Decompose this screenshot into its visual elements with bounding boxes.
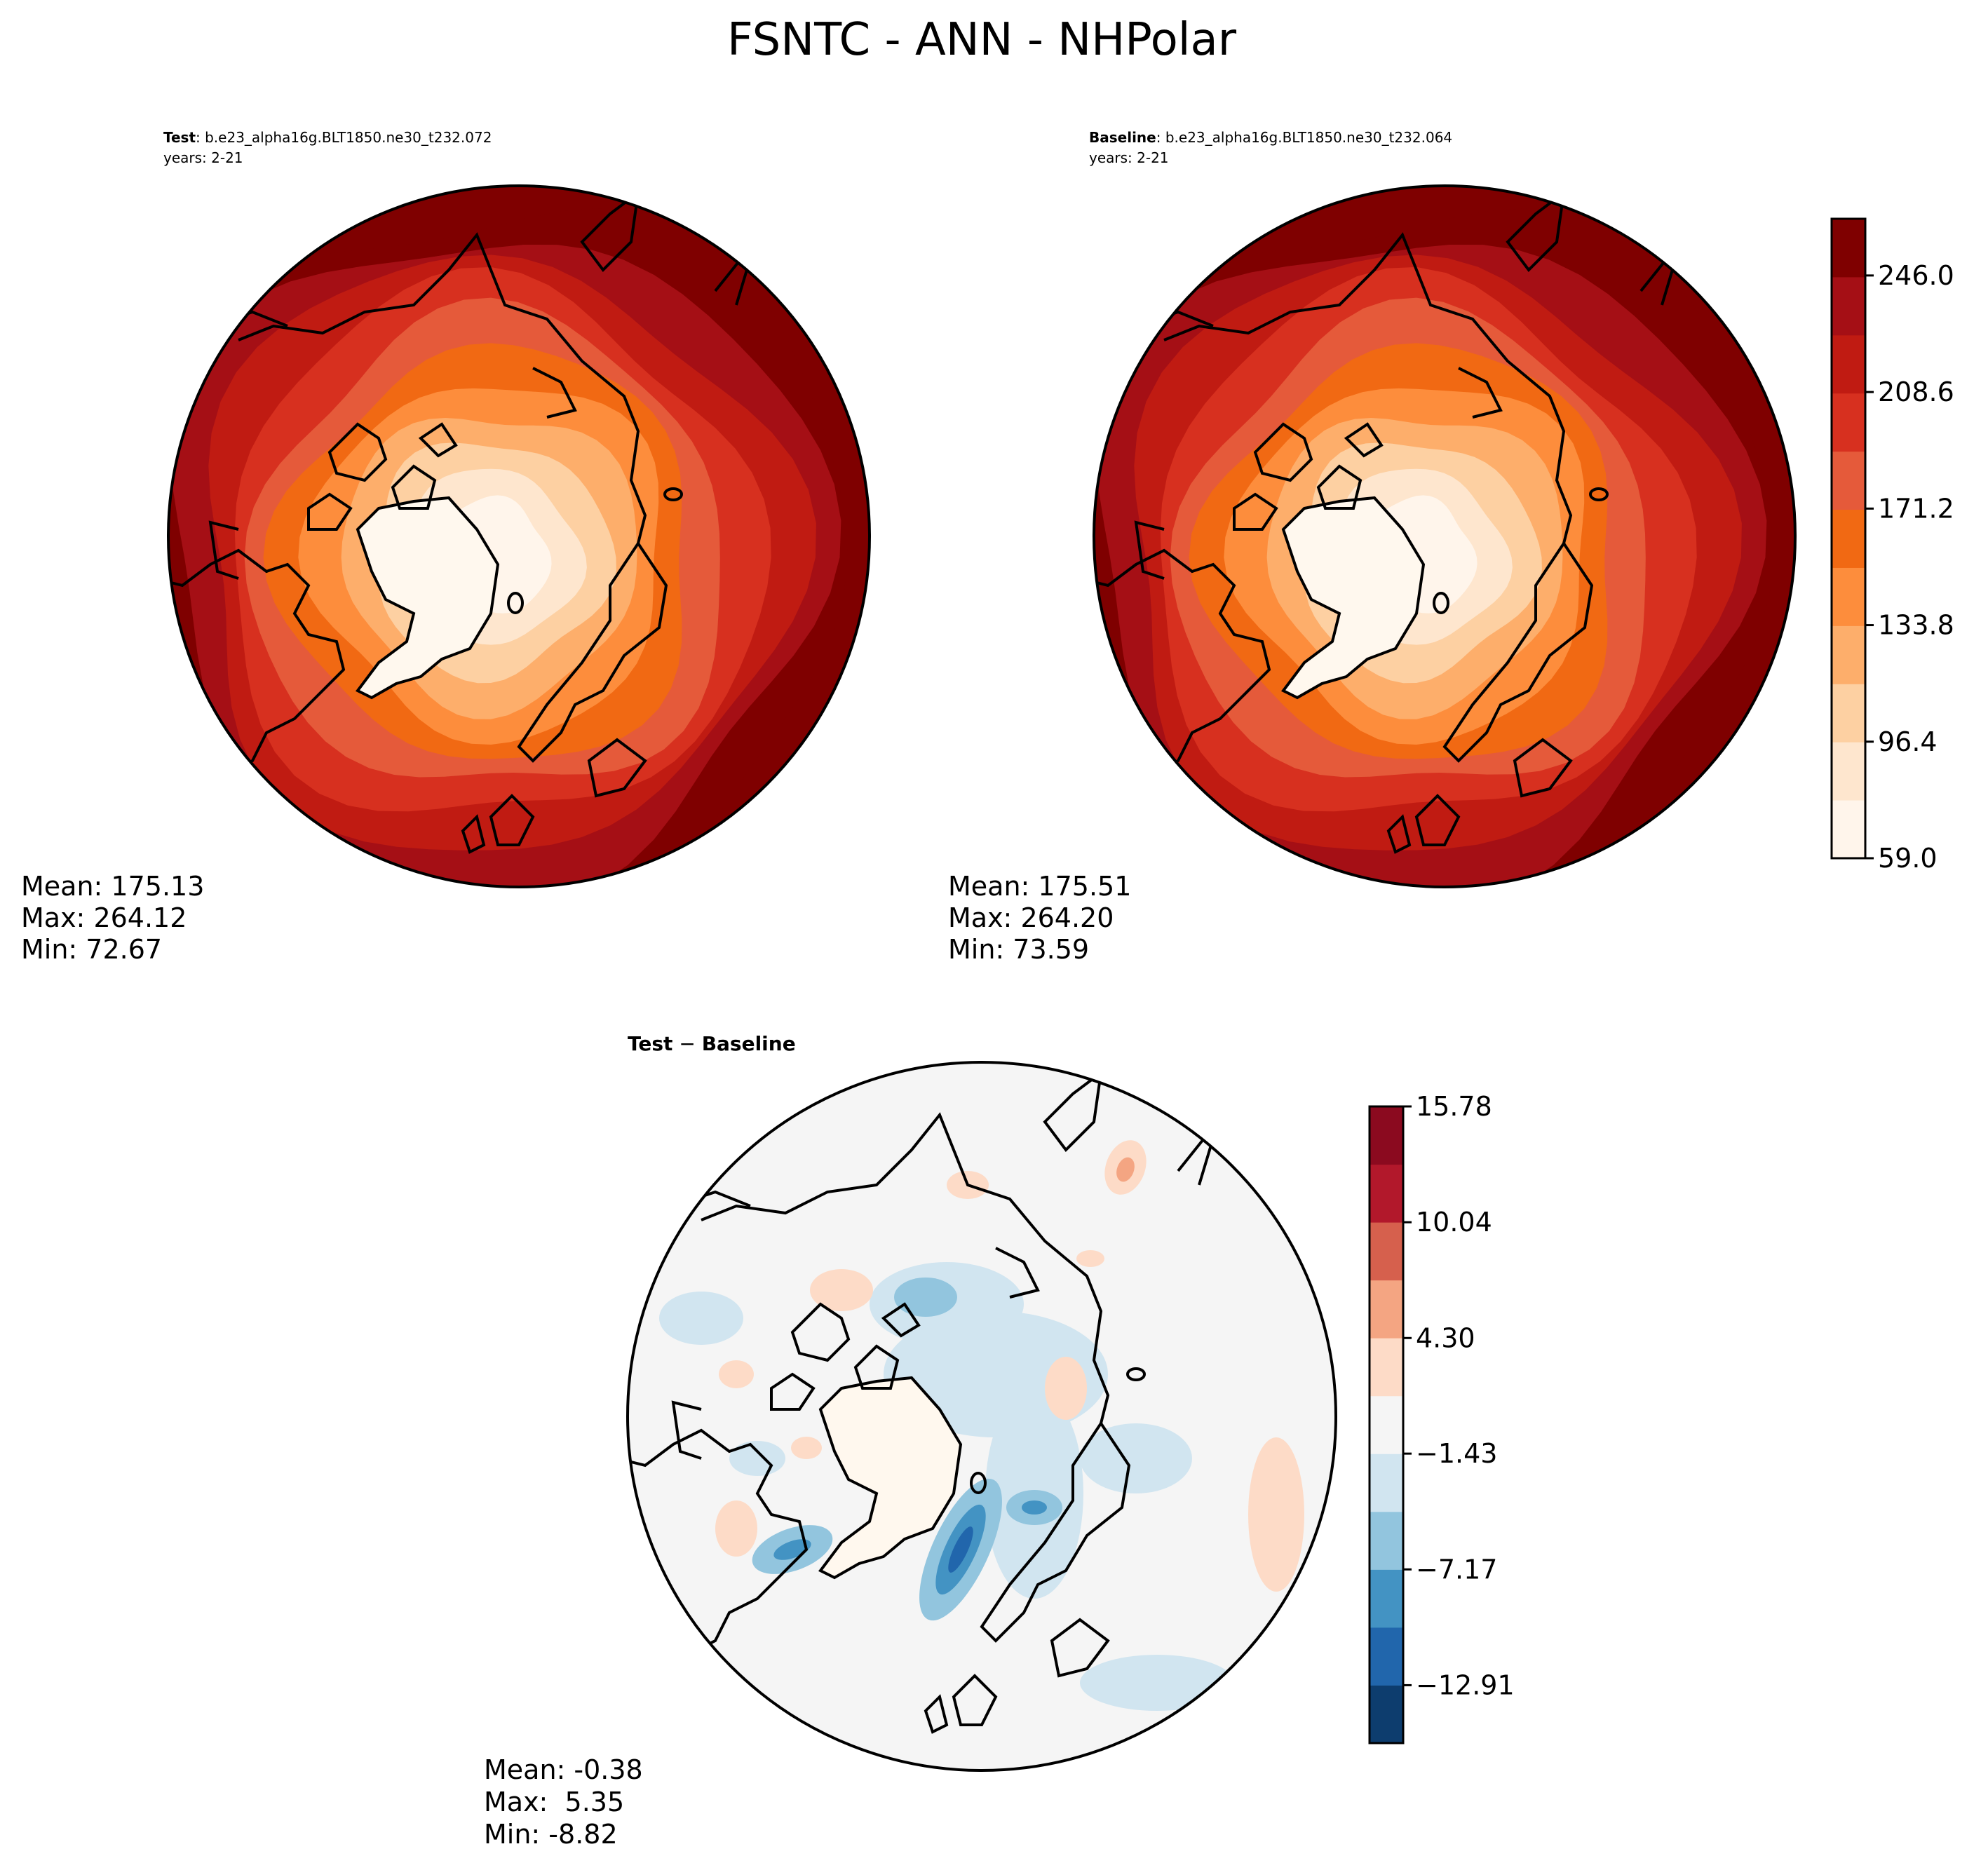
baseline-min: Min: 73.59 <box>948 934 1089 965</box>
test-mean: Mean: 175.13 <box>21 871 204 902</box>
map-test <box>168 186 870 887</box>
field-test <box>168 186 870 887</box>
test-years: years: 2-21 <box>163 149 243 166</box>
colorbar-segment <box>1832 800 1865 859</box>
baseline-case: : b.e23_alpha16g.BLT1850.ne30_t232.064 <box>1156 129 1452 146</box>
colorbar-segment <box>1832 334 1865 394</box>
test-case: : b.e23_alpha16g.BLT1850.ne30_t232.072 <box>196 129 492 146</box>
map-difference <box>628 1062 1336 1770</box>
diff-title-baseline: Baseline <box>702 1032 796 1055</box>
colorbar-segment <box>1832 276 1865 336</box>
colorbar-tick-label: 59.0 <box>1878 843 1938 874</box>
colorbar-segment <box>1832 567 1865 626</box>
svg-text:Test − Baseline: Test − Baseline <box>628 1032 796 1055</box>
colorbar-tick-label: 10.04 <box>1416 1207 1492 1238</box>
map-boundary-baseline <box>1093 184 1797 888</box>
colorbar-segment <box>1832 393 1865 452</box>
colorbar-segment <box>1370 1454 1403 1512</box>
colorbar-segment <box>1832 219 1865 278</box>
colorbar-tick-label: −1.43 <box>1416 1438 1497 1469</box>
field-baseline <box>1094 186 1795 887</box>
diff-mean: Mean: -0.38 <box>484 1754 643 1785</box>
colorbar-tick-label: 208.6 <box>1878 377 1954 407</box>
panel-baseline: Baseline: b.e23_alpha16g.BLT1850.ne30_t2… <box>948 129 1954 965</box>
svg-text:Baseline: b.e23_alpha16g.BLT18: Baseline: b.e23_alpha16g.BLT1850.ne30_t2… <box>1089 129 1452 146</box>
colorbar-segment <box>1370 1222 1403 1281</box>
map-baseline <box>1094 186 1795 887</box>
colorbar-segment <box>1370 1280 1403 1339</box>
diff-min: Min: -8.82 <box>484 1819 618 1850</box>
colorbar-tick-label: −7.17 <box>1416 1554 1497 1585</box>
test-min: Min: 72.67 <box>21 934 162 965</box>
field-difference <box>659 1140 1304 1711</box>
panel-difference: Test − Baseline <box>484 1032 1515 1850</box>
diff-title-sep: − <box>672 1032 701 1055</box>
colorbar-frame <box>1368 1105 1405 1744</box>
colorbar-tick-label: 96.4 <box>1878 726 1938 757</box>
baseline-mean: Mean: 175.51 <box>948 871 1131 902</box>
colorbar-segment <box>1832 742 1865 801</box>
colorbar-segment <box>1832 509 1865 568</box>
colorbar-segment <box>1832 684 1865 743</box>
baseline-label: Baseline <box>1089 129 1156 146</box>
colorbar-segment <box>1370 1569 1403 1628</box>
colorbar-segment <box>1370 1685 1403 1744</box>
colorbar-segment <box>1832 451 1865 510</box>
map-boundary-difference <box>626 1061 1337 1772</box>
colorbar-segment <box>1370 1164 1403 1223</box>
colorbar-difference: −12.91 −7.17 −1.43 4.30 10.04 15.78 <box>1368 1091 1515 1744</box>
test-max: Max: 264.12 <box>21 902 187 933</box>
figure-title: FSNTC - ANN - NHPolar <box>727 14 1237 66</box>
colorbar-segment <box>1370 1395 1403 1454</box>
colorbar-tick-label: 171.2 <box>1878 493 1954 524</box>
diff-title-test: Test <box>628 1032 672 1055</box>
colorbar-segment <box>1832 625 1865 684</box>
colorbar-tick-label: 246.0 <box>1878 260 1954 291</box>
colorbar-tick-label: −12.91 <box>1416 1669 1515 1700</box>
colorbar-frame <box>1830 217 1867 860</box>
colorbar-segment <box>1370 1338 1403 1397</box>
test-label: Test <box>163 129 196 146</box>
baseline-years: years: 2-21 <box>1089 149 1169 166</box>
panel-test: Test: b.e23_alpha16g.BLT1850.ne30_t232.0… <box>21 129 871 965</box>
colorbar-segment <box>1370 1511 1403 1570</box>
colorbar-baseline: 59.0 96.4 133.8 171.2 208.6 246.0 <box>1830 217 1954 874</box>
svg-text:Test: b.e23_alpha16g.BLT1850.n: Test: b.e23_alpha16g.BLT1850.ne30_t232.0… <box>163 129 492 146</box>
baseline-max: Max: 264.20 <box>948 902 1114 933</box>
colorbar-tick-label: 133.8 <box>1878 610 1954 641</box>
colorbar-tick-label: 15.78 <box>1416 1091 1492 1122</box>
diff-max: Max: 5.35 <box>484 1787 624 1817</box>
colorbar-tick-label: 4.30 <box>1416 1322 1475 1353</box>
colorbar-segment <box>1370 1627 1403 1686</box>
map-boundary-test <box>167 184 871 888</box>
colorbar-segment <box>1370 1106 1403 1165</box>
